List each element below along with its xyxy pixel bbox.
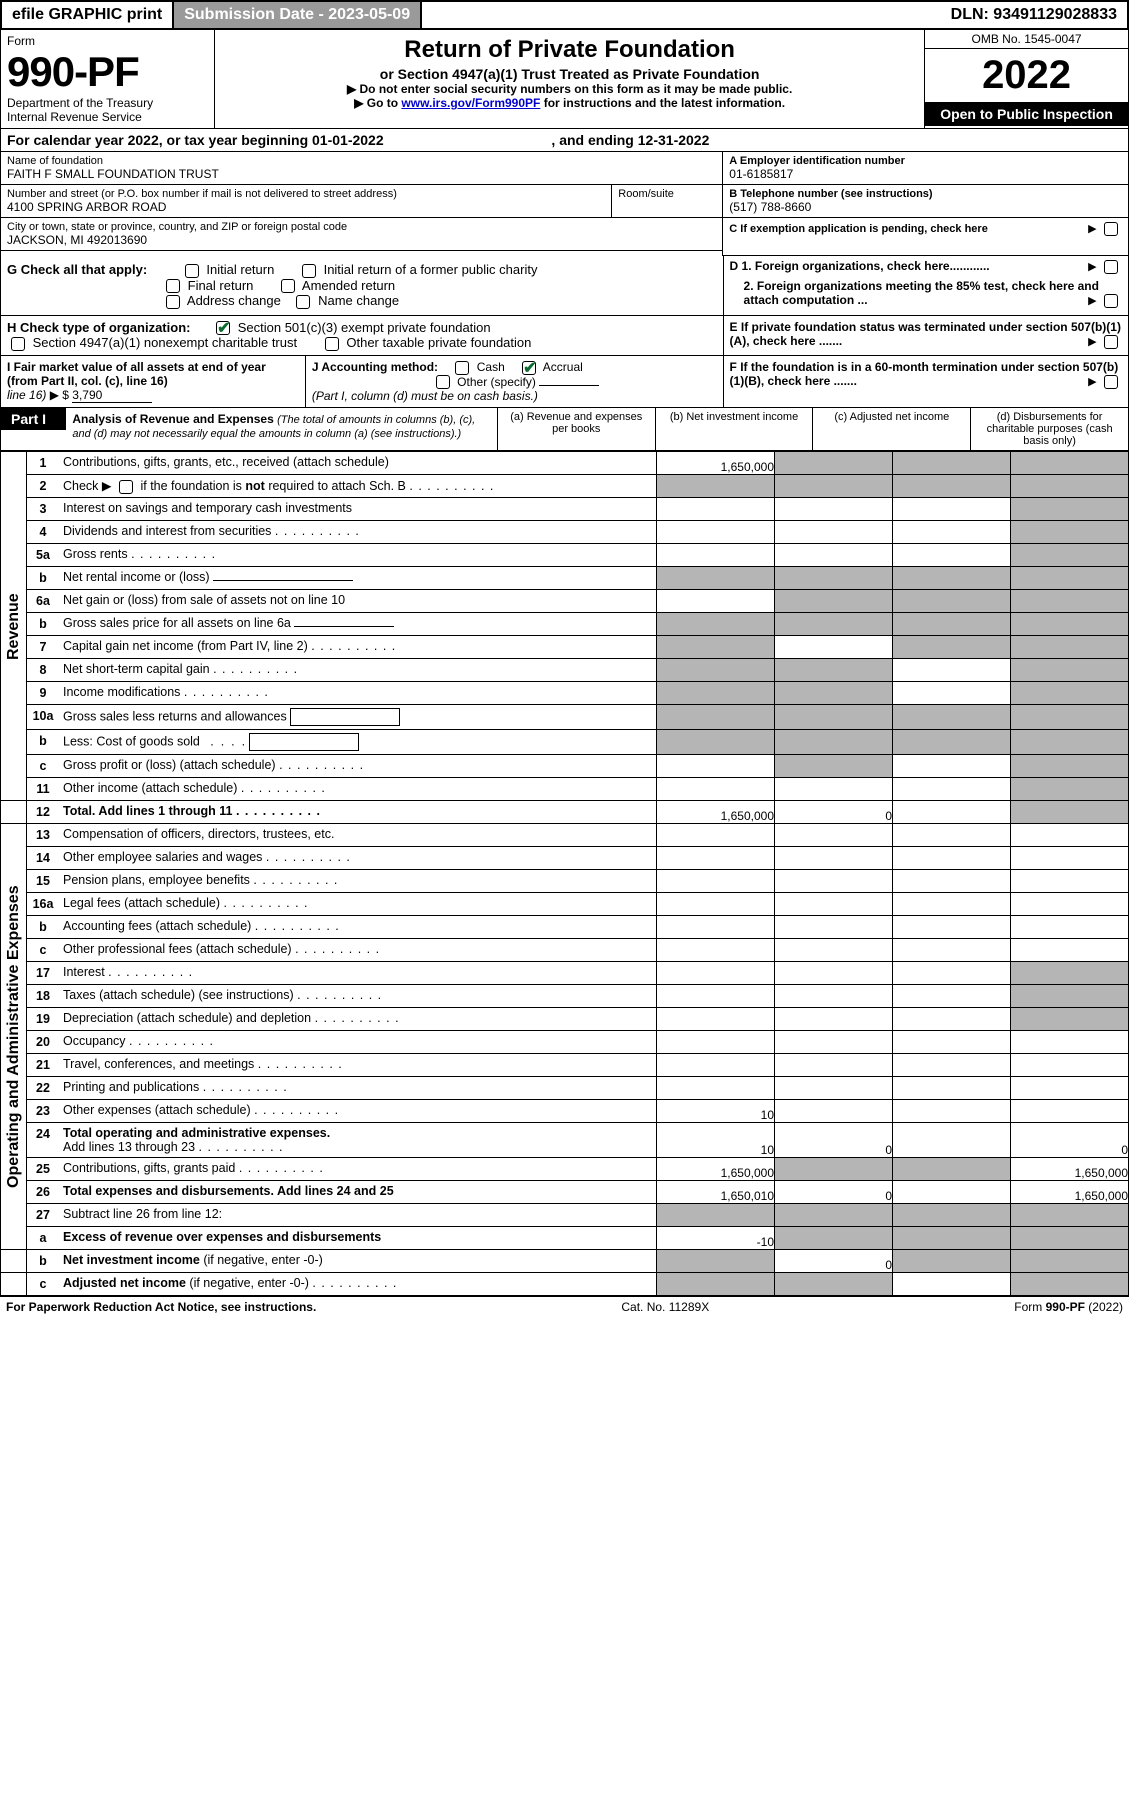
efile-print-button[interactable]: efile GRAPHIC print: [2, 2, 174, 28]
line12-b: 0: [775, 801, 893, 824]
j-other-checkbox[interactable]: [436, 375, 450, 389]
phone-label: B Telephone number (see instructions): [729, 188, 1122, 200]
col-c-header: (c) Adjusted net income: [812, 408, 970, 450]
ein-label: A Employer identification number: [729, 155, 1122, 167]
line27a-a: -10: [657, 1227, 775, 1250]
d2-checkbox[interactable]: [1104, 294, 1118, 308]
e-label: E If private foundation status was termi…: [730, 320, 1121, 348]
line23-a: 10: [657, 1100, 775, 1123]
box-c-label: C If exemption application is pending, c…: [729, 223, 988, 235]
g-initial-public-checkbox[interactable]: [302, 264, 316, 278]
identity-grid: Name of foundation FAITH F SMALL FOUNDAT…: [0, 152, 1129, 256]
col-b-header: (b) Net investment income: [655, 408, 813, 450]
form-number: 990-PF: [7, 48, 208, 96]
i-label: I Fair market value of all assets at end…: [7, 360, 266, 388]
street-label: Number and street (or P.O. box number if…: [7, 188, 605, 200]
part1-title: Analysis of Revenue and Expenses: [72, 412, 273, 426]
room-label: Room/suite: [618, 188, 716, 200]
h-4947-checkbox[interactable]: [11, 337, 25, 351]
city-label: City or town, state or province, country…: [7, 221, 716, 233]
line24-b: 0: [775, 1123, 893, 1158]
line1-a: 1,650,000: [657, 452, 775, 475]
dept-treasury: Department of the Treasury: [7, 96, 208, 110]
d2-label: 2. Foreign organizations meeting the 85%…: [744, 279, 1099, 307]
page-footer: For Paperwork Reduction Act Notice, see …: [0, 1296, 1129, 1317]
line26-a: 1,650,010: [657, 1181, 775, 1204]
section-i-j-f: I Fair market value of all assets at end…: [0, 356, 1129, 409]
g-initial-return-checkbox[interactable]: [185, 264, 199, 278]
section-g-d: G Check all that apply: Initial return I…: [0, 256, 1129, 316]
form-word: Form: [7, 34, 208, 48]
calendar-year-row: For calendar year 2022, or tax year begi…: [0, 129, 1129, 152]
d1-checkbox[interactable]: [1104, 260, 1118, 274]
line24-a: 10: [657, 1123, 775, 1158]
part1-header: Part I Analysis of Revenue and Expenses …: [0, 408, 1129, 451]
top-bar: efile GRAPHIC print Submission Date - 20…: [0, 0, 1129, 30]
street-value: 4100 SPRING ARBOR ROAD: [7, 200, 605, 214]
d1-label: D 1. Foreign organizations, check here..…: [730, 259, 990, 273]
line27b-b: 0: [775, 1250, 893, 1273]
g-amended-checkbox[interactable]: [281, 279, 295, 293]
g-final-return-checkbox[interactable]: [166, 279, 180, 293]
g-label: G Check all that apply:: [7, 262, 147, 277]
arrow-icon: [1088, 374, 1096, 388]
col-a-header: (a) Revenue and expenses per books: [497, 408, 655, 450]
j-label: J Accounting method:: [312, 360, 438, 374]
col-d-header: (d) Disbursements for charitable purpose…: [970, 408, 1128, 450]
goto-link-line: ▶ Go to www.irs.gov/Form990PF for instru…: [225, 96, 914, 110]
submission-date: Submission Date - 2023-05-09: [174, 2, 422, 28]
line26-d: 1,650,000: [1011, 1181, 1129, 1204]
line2-checkbox[interactable]: [119, 480, 133, 494]
g-address-change-checkbox[interactable]: [166, 295, 180, 309]
part1-table: Revenue 1Contributions, gifts, grants, e…: [0, 451, 1129, 1296]
fmv-value: 3,790: [72, 388, 152, 403]
line25-a: 1,650,000: [657, 1158, 775, 1181]
arrow-icon: [1088, 293, 1096, 307]
dln: DLN: 93491129028833: [941, 2, 1127, 28]
line12-a: 1,650,000: [657, 801, 775, 824]
irs-label: Internal Revenue Service: [7, 110, 208, 124]
line26-b: 0: [775, 1181, 893, 1204]
arrow-icon: [1088, 221, 1096, 235]
h-501c3-checkbox[interactable]: [216, 321, 230, 335]
arrow-icon: [1088, 259, 1096, 273]
arrow-icon: [1088, 334, 1096, 348]
form-title: Return of Private Foundation: [225, 36, 914, 64]
cat-no: Cat. No. 11289X: [621, 1300, 709, 1314]
h-other-checkbox[interactable]: [325, 337, 339, 351]
paperwork-notice: For Paperwork Reduction Act Notice, see …: [6, 1300, 316, 1314]
f-label: F If the foundation is in a 60-month ter…: [730, 360, 1119, 388]
j-accrual-checkbox[interactable]: [522, 361, 536, 375]
line25-d: 1,650,000: [1011, 1158, 1129, 1181]
section-h-e: H Check type of organization: Section 50…: [0, 316, 1129, 356]
foundation-name: FAITH F SMALL FOUNDATION TRUST: [7, 167, 716, 181]
part1-bar: Part I: [1, 408, 66, 430]
form990pf-link[interactable]: www.irs.gov/Form990PF: [401, 96, 540, 110]
g-name-change-checkbox[interactable]: [296, 295, 310, 309]
e-checkbox[interactable]: [1104, 335, 1118, 349]
ein-value: 01-6185817: [729, 167, 1122, 181]
ssn-warning: ▶ Do not enter social security numbers o…: [225, 82, 914, 96]
expenses-side-label: Operating and Administrative Expenses: [1, 824, 27, 1250]
f-checkbox[interactable]: [1104, 375, 1118, 389]
omb-number: OMB No. 1545-0047: [925, 30, 1128, 49]
phone-value: (517) 788-8660: [729, 200, 1122, 214]
tax-year: 2022: [925, 49, 1128, 102]
j-note: (Part I, column (d) must be on cash basi…: [312, 389, 538, 403]
form-subtitle: or Section 4947(a)(1) Trust Treated as P…: [225, 66, 914, 82]
revenue-side-label: Revenue: [1, 452, 27, 801]
open-to-public: Open to Public Inspection: [925, 102, 1128, 126]
foundation-name-label: Name of foundation: [7, 155, 716, 167]
form-ref: Form 990-PF (2022): [1014, 1300, 1123, 1314]
box-c-checkbox[interactable]: [1104, 222, 1118, 236]
form-header: Form 990-PF Department of the Treasury I…: [0, 30, 1129, 129]
city-value: JACKSON, MI 492013690: [7, 233, 716, 247]
line24-d: 0: [1011, 1123, 1129, 1158]
j-cash-checkbox[interactable]: [455, 361, 469, 375]
h-label: H Check type of organization:: [7, 320, 190, 335]
